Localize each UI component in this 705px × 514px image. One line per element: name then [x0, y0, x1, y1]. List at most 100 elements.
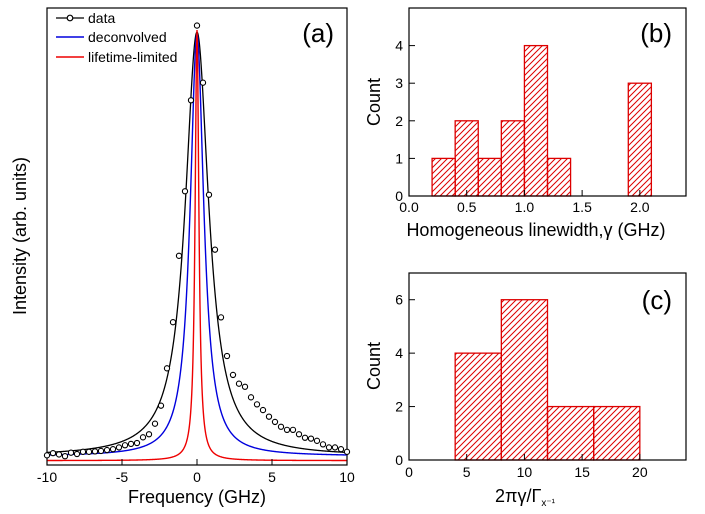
data-point — [97, 447, 105, 455]
data-point — [307, 435, 315, 442]
data-point — [187, 97, 195, 104]
data-point — [199, 79, 207, 86]
data-point — [151, 420, 159, 427]
histogram-bar — [546, 157, 572, 197]
data-point — [331, 444, 339, 451]
histogram-bar — [477, 157, 502, 197]
panel-a-label: (a) — [302, 18, 334, 48]
data-point — [271, 418, 279, 426]
panel-a-xlabel: Frequency (GHz) — [128, 487, 266, 507]
x-tick-label: 5 — [268, 469, 276, 485]
histogram-bar — [593, 405, 641, 461]
panel-a-xticks: -10 -5 0 5 10 — [37, 459, 355, 485]
panel-c-ticks: 0 5 10 15 20 0 2 4 6 — [395, 292, 648, 480]
x-tick-label: 2.0 — [630, 199, 650, 215]
data-point — [55, 451, 63, 458]
y-tick-label: 4 — [395, 345, 403, 361]
data-point — [253, 401, 261, 408]
data-point — [295, 431, 303, 438]
legend-item-deconvolved: deconvolved — [56, 29, 167, 45]
legend-label-deconvolved: deconvolved — [88, 29, 167, 45]
data-point — [211, 246, 219, 253]
panel-b: 0.0 0.5 1.0 1.5 2.0 0 1 2 3 4 (b) Homogeneous lin… — [364, 7, 687, 240]
legend-item-lifetime-limited: lifetime-limited — [56, 49, 177, 65]
y-tick-label: 1 — [395, 150, 403, 166]
x-tick-label: -10 — [37, 469, 57, 485]
data-point — [319, 441, 327, 448]
histogram-bar — [546, 405, 595, 461]
legend-label-data: data — [88, 10, 115, 26]
y-tick-label: 4 — [395, 38, 403, 54]
data-point — [301, 434, 309, 441]
series-data-fit-line — [46, 31, 348, 454]
legend: data deconvolved lifetime-limited — [56, 10, 177, 65]
panel-b-bars — [431, 44, 653, 197]
data-point — [223, 352, 231, 360]
data-point — [103, 446, 111, 454]
panel-c-xlabel-sub: x⁻¹ — [541, 498, 555, 509]
data-point — [139, 434, 147, 441]
x-tick-label: 5 — [463, 464, 471, 480]
x-tick-label: 10 — [517, 464, 533, 480]
data-point — [229, 371, 237, 379]
data-point — [43, 452, 51, 459]
histogram-bar — [627, 82, 653, 197]
data-point — [265, 413, 273, 420]
data-point — [91, 448, 99, 455]
data-point — [193, 22, 201, 29]
data-point — [79, 448, 87, 455]
y-tick-label: 0 — [395, 452, 403, 468]
data-point — [313, 437, 321, 444]
x-tick-label: 20 — [632, 464, 648, 480]
histogram-bar — [500, 299, 549, 461]
data-point — [205, 191, 213, 198]
x-tick-label: 0 — [405, 464, 413, 480]
x-tick-label: 1.0 — [515, 199, 535, 215]
x-tick-label: 1.5 — [572, 199, 592, 215]
panel-c: 0 5 10 15 20 0 2 4 6 (c) 2πγ/Γx⁻¹ Count — [364, 272, 687, 509]
legend-label-lifetime-limited: lifetime-limited — [88, 49, 177, 65]
data-point — [241, 383, 249, 390]
x-tick-label: -5 — [116, 469, 129, 485]
data-point — [115, 444, 123, 451]
panel-a-ylabel: Intensity (arb. units) — [10, 157, 30, 315]
y-tick-label: 6 — [395, 292, 403, 308]
y-tick-label: 2 — [395, 113, 403, 129]
data-point — [127, 440, 135, 448]
data-point — [163, 365, 171, 372]
data-point — [337, 446, 345, 453]
histogram-bar — [500, 120, 526, 197]
data-point — [67, 449, 75, 456]
data-point — [343, 448, 351, 455]
data-point — [109, 446, 117, 453]
panel-c-label: (c) — [642, 285, 672, 315]
x-tick-label: 15 — [574, 464, 590, 480]
data-point — [85, 448, 93, 455]
data-point — [169, 319, 177, 326]
data-point — [259, 406, 267, 414]
histogram-bar — [523, 44, 549, 197]
x-tick-label: 10 — [339, 469, 355, 485]
y-tick-label: 0 — [395, 188, 403, 204]
series-deconvolved-line — [46, 32, 348, 456]
panel-b-frame — [408, 7, 687, 197]
data-point — [49, 449, 57, 457]
panel-c-ylabel: Count — [364, 342, 384, 390]
panel-c-frame — [408, 272, 687, 461]
panel-a-curves — [43, 22, 351, 462]
data-point — [283, 426, 291, 433]
x-tick-label: 0 — [193, 469, 201, 485]
histogram-bar — [454, 120, 479, 197]
data-point — [181, 188, 189, 195]
histogram-bar — [454, 352, 502, 461]
data-point — [325, 444, 333, 451]
data-point — [289, 426, 297, 433]
histogram-bar — [431, 157, 456, 197]
data-point — [235, 380, 243, 387]
y-tick-label: 3 — [395, 75, 403, 91]
panel-a-frame — [46, 7, 348, 466]
data-point — [157, 402, 165, 409]
data-point — [133, 439, 141, 447]
panel-a: -10 -5 0 5 10 (a) Frequency (GHz) Intensity … — [10, 7, 355, 507]
